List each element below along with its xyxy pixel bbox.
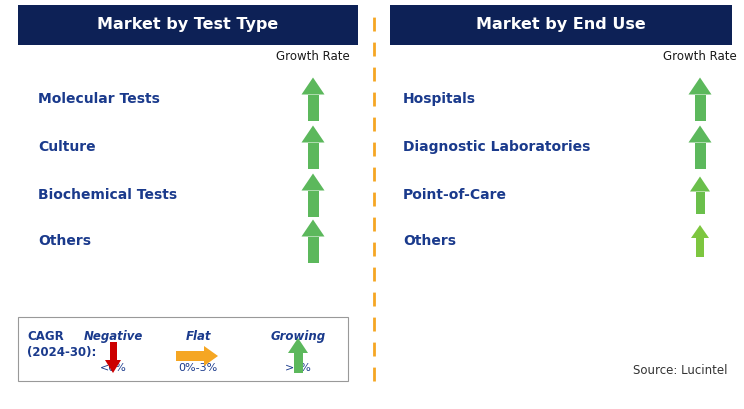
FancyBboxPatch shape	[18, 317, 348, 381]
Text: Hospitals: Hospitals	[403, 92, 476, 106]
Text: Others: Others	[38, 234, 91, 248]
Text: Growth Rate: Growth Rate	[663, 49, 737, 63]
Text: <0%: <0%	[100, 363, 126, 373]
Polygon shape	[696, 191, 705, 213]
Text: Market by End Use: Market by End Use	[476, 18, 646, 32]
Polygon shape	[696, 238, 704, 257]
Polygon shape	[307, 236, 318, 263]
Polygon shape	[109, 342, 117, 360]
Text: Point-of-Care: Point-of-Care	[403, 188, 507, 202]
Polygon shape	[307, 94, 318, 121]
Text: Culture: Culture	[38, 140, 96, 154]
Polygon shape	[688, 77, 711, 94]
Text: Others: Others	[403, 234, 456, 248]
Polygon shape	[204, 346, 218, 366]
Text: Growing: Growing	[270, 330, 326, 343]
Text: CAGR: CAGR	[27, 330, 64, 343]
Text: Market by Test Type: Market by Test Type	[97, 18, 278, 32]
Polygon shape	[301, 77, 324, 94]
Text: >3%: >3%	[284, 363, 312, 373]
Text: Molecular Tests: Molecular Tests	[38, 92, 160, 106]
Polygon shape	[694, 94, 705, 121]
Polygon shape	[105, 360, 121, 373]
Text: Biochemical Tests: Biochemical Tests	[38, 188, 177, 202]
FancyBboxPatch shape	[18, 5, 358, 45]
Polygon shape	[301, 220, 324, 236]
Polygon shape	[307, 191, 318, 216]
Polygon shape	[288, 338, 308, 353]
Text: Source: Lucintel: Source: Lucintel	[632, 364, 727, 378]
Polygon shape	[176, 351, 204, 361]
Polygon shape	[307, 142, 318, 169]
Text: (2024-30):: (2024-30):	[27, 346, 97, 359]
Polygon shape	[293, 353, 303, 373]
Polygon shape	[688, 126, 711, 142]
Text: 0%-3%: 0%-3%	[179, 363, 218, 373]
Text: Diagnostic Laboratories: Diagnostic Laboratories	[403, 140, 591, 154]
FancyBboxPatch shape	[390, 5, 732, 45]
Polygon shape	[301, 126, 324, 142]
Polygon shape	[301, 173, 324, 191]
Polygon shape	[690, 177, 710, 191]
Polygon shape	[694, 142, 705, 169]
Polygon shape	[691, 225, 709, 238]
Text: Negative: Negative	[83, 330, 143, 343]
Text: Flat: Flat	[185, 330, 211, 343]
Text: Growth Rate: Growth Rate	[276, 49, 350, 63]
